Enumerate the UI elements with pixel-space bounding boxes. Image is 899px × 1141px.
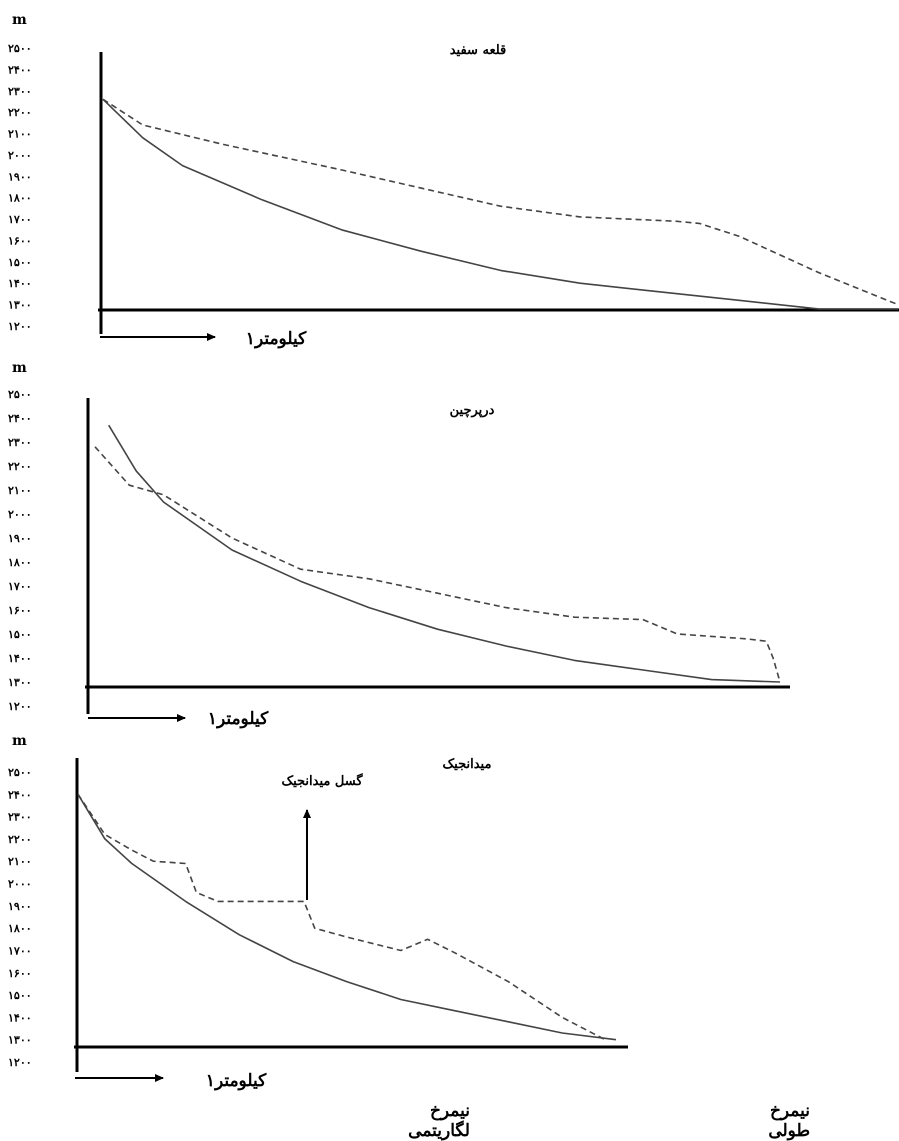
y-tick-label: ۲۲۰۰ — [8, 833, 32, 846]
y-tick-label: ۲۰۰۰ — [8, 508, 32, 521]
scale-label: ۱کیلومتر — [246, 329, 307, 349]
y-tick-label: ۲۱۰۰ — [8, 484, 32, 497]
y-tick-label: ۱۷۰۰ — [8, 580, 32, 593]
chart-panel-darparchin: درپرچین m ۱۲۰۰ ۱۳۰۰ ۱۴۰۰ ۱۵۰۰ ۱۶۰۰ ۱۷۰۰ ۱۸۰۰ ۱۹… — [8, 360, 790, 729]
y-tick-label: ۱۴۰۰ — [8, 1011, 32, 1024]
y-tick-label: ۱۳۰۰ — [8, 1034, 32, 1047]
y-tick-label: ۱۲۰۰ — [8, 1056, 32, 1069]
y-tick-label: ۱۸۰۰ — [8, 922, 32, 935]
y-tick-label: ۱۴۰۰ — [8, 652, 32, 665]
longitudinal-profile-line — [102, 98, 899, 306]
scale-label: ۱کیلومتر — [208, 709, 269, 729]
y-tick-label: ۱۴۰۰ — [8, 277, 32, 290]
legend-label-longitudinal: نیمرخ طولی — [768, 1101, 810, 1141]
y-tick-label: ۲۳۰۰ — [8, 436, 32, 449]
y-unit-label: m — [12, 360, 27, 376]
y-tick-label: ۲۳۰۰ — [8, 85, 32, 98]
y-tick-label: ۱۵۰۰ — [8, 256, 32, 269]
series-group — [77, 793, 617, 1041]
chart-title: درپرچین — [450, 403, 495, 418]
y-tick-label: ۲۴۰۰ — [8, 63, 32, 76]
y-tick-label: ۱۸۰۰ — [8, 556, 32, 569]
logarithmic-profile-line — [108, 424, 781, 683]
y-tick-label: ۲۵۰۰ — [8, 388, 32, 401]
y-tick-label: ۱۳۰۰ — [8, 676, 32, 689]
y-tick-label: ۱۶۰۰ — [8, 967, 32, 980]
chart-title: قلعه سفید — [450, 43, 507, 58]
longitudinal-profile-line — [94, 446, 781, 683]
chart-panel-meydanjik: میدانجیک m ۱۲۰۰۱۳۰۰۱۴۰۰۱۵۰۰۱۶۰۰۱۷۰۰۱۸۰۰۱… — [8, 733, 628, 1091]
y-tick-label: ۲۲۰۰ — [8, 106, 32, 119]
y-unit-label: m — [12, 733, 27, 749]
y-tick-label: ۲۱۰۰ — [8, 128, 32, 141]
y-tick-label: ۱۲۰۰ — [8, 700, 32, 713]
y-tick-label: ۱۲۰۰ — [8, 320, 32, 333]
y-tick-label: ۲۰۰۰ — [8, 878, 32, 891]
y-tick-label: ۲۱۰۰ — [8, 855, 32, 868]
longitudinal-profile-line — [77, 793, 606, 1041]
y-tick-label: ۱۹۰۰ — [8, 170, 32, 183]
y-tick-label: ۲۵۰۰ — [8, 42, 32, 55]
y-tick-labels: ۱۲۰۰ ۱۳۰۰ ۱۴۰۰ ۱۵۰۰ ۱۶۰۰ ۱۷۰۰ ۱۸۰۰ ۱۹۰۰ ۲۰۰۰ ۲۱۰۰… — [8, 42, 32, 333]
series-group — [102, 98, 899, 310]
y-tick-label: ۱۳۰۰ — [8, 299, 32, 312]
y-tick-label: ۱۷۰۰ — [8, 213, 32, 226]
y-tick-label: ۱۵۰۰ — [8, 628, 32, 641]
logarithmic-profile-line — [77, 793, 617, 1041]
y-tick-label: ۱۹۰۰ — [8, 900, 32, 913]
y-tick-label: ۱۵۰۰ — [8, 989, 32, 1002]
y-tick-label: ۲۰۰۰ — [8, 149, 32, 162]
y-tick-label: ۱۹۰۰ — [8, 532, 32, 545]
y-tick-label: ۱۶۰۰ — [8, 234, 32, 247]
y-tick-label: ۲۴۰۰ — [8, 788, 32, 801]
y-tick-label: ۱۶۰۰ — [8, 604, 32, 617]
y-tick-labels: ۱۲۰۰ ۱۳۰۰ ۱۴۰۰ ۱۵۰۰ ۱۶۰۰ ۱۷۰۰ ۱۸۰۰ ۱۹۰۰ ۲۰۰۰ ۲۱۰۰… — [8, 766, 32, 1069]
y-tick-label: ۲۵۰۰ — [8, 766, 32, 779]
chart-panel-qaleh-sefid: قلعه سفید m ۱۲۰۰ ۱۳۰۰ ۱۴۰۰ ۱۵۰۰ ۱۶۰۰ ۱۷۰۰ ۱۸۰۰… — [8, 12, 899, 349]
y-tick-label: ۲۲۰۰ — [8, 460, 32, 473]
y-tick-labels: ۱۲۰۰ ۱۳۰۰ ۱۴۰۰ ۱۵۰۰ ۱۶۰۰ ۱۷۰۰ ۱۸۰۰ ۱۹۰۰ ۲۰۰۰ ۲۱۰۰… — [8, 388, 32, 713]
legend-label-logarithmic: نیمرخ لگاریتمی — [408, 1101, 470, 1141]
fault-annotation: گسل میدانجیک — [281, 772, 363, 789]
series-group — [94, 424, 781, 683]
y-tick-label: ۲۴۰۰ — [8, 412, 32, 425]
y-tick-label: ۲۳۰۰ — [8, 811, 32, 824]
chart-title: میدانجیک — [443, 757, 492, 772]
scale-label: ۱کیلومتر — [206, 1071, 267, 1091]
logarithmic-profile-line — [102, 98, 898, 310]
y-tick-label: ۱۸۰۰ — [8, 192, 32, 205]
y-tick-label: ۱۷۰۰ — [8, 944, 32, 957]
y-unit-label: m — [12, 12, 27, 28]
